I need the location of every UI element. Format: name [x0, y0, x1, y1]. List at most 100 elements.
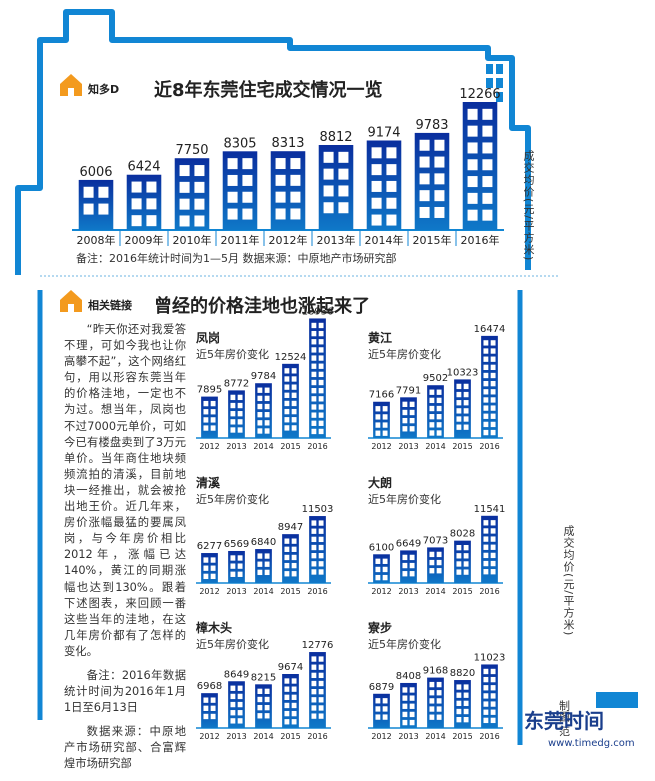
bar-window	[436, 551, 442, 558]
bar-window	[230, 685, 236, 691]
bar-window	[402, 401, 408, 408]
bar-window	[291, 678, 297, 684]
bar-window	[318, 713, 324, 719]
bar-window	[210, 697, 216, 703]
bar-window	[371, 147, 382, 159]
bar-window	[386, 197, 397, 209]
bar	[228, 681, 245, 728]
bar-window	[179, 165, 190, 177]
bar-window	[284, 719, 290, 725]
bar-window	[311, 553, 317, 559]
bar-window	[230, 693, 236, 700]
bar-window	[264, 387, 270, 393]
bar-window	[490, 701, 496, 707]
bar-window	[463, 692, 469, 698]
bar-window	[323, 185, 334, 197]
bar-group: 6006	[78, 165, 114, 230]
bar-window	[429, 690, 435, 696]
section2-title: 曾经的价格洼地也涨起来了	[154, 295, 370, 317]
bar-window	[311, 396, 317, 402]
bar-group: 6968	[197, 681, 222, 728]
bar-window	[483, 421, 489, 428]
bar-window	[311, 428, 317, 435]
tick-label: 2012	[371, 732, 391, 741]
bar-group: 9674	[278, 662, 303, 728]
bar-window	[237, 718, 243, 724]
article-text: “昨天你还对我爱答不理，可如今我也让你高攀不起”，这个网络红句，用以形容东莞当年…	[64, 322, 186, 781]
bar-window	[203, 713, 209, 720]
bar-window	[382, 406, 388, 412]
bar-group: 9168	[423, 666, 448, 728]
data-label: 8812	[319, 130, 352, 145]
chart-title: 大朗	[368, 475, 392, 490]
bar-window	[275, 158, 286, 170]
bar-window	[203, 409, 209, 415]
bar-window	[264, 420, 270, 426]
bar-window	[463, 700, 469, 707]
data-label: 6840	[251, 537, 276, 548]
bar-group: 7166	[369, 390, 394, 438]
bar-window	[490, 429, 496, 436]
bar-window	[264, 713, 270, 719]
bar-window	[482, 125, 493, 137]
bar-window	[456, 700, 462, 707]
bar-window	[210, 573, 216, 580]
section1-unit-label: 成交均价(元/平方米)	[522, 150, 535, 262]
bar-group: 6424	[126, 160, 162, 230]
bar-group: 9783	[414, 118, 450, 230]
bar-window	[210, 713, 216, 720]
bar-window	[291, 719, 297, 725]
bar-window	[483, 709, 489, 715]
data-label: 7166	[369, 390, 394, 401]
bar-window	[146, 215, 157, 227]
bar-window	[179, 198, 190, 210]
bar-window	[311, 688, 317, 695]
bar-window	[311, 520, 317, 526]
data-label: 6277	[197, 541, 222, 552]
bar-group: 6277	[197, 541, 222, 583]
bar-window	[490, 709, 496, 715]
bar-window	[456, 716, 462, 723]
bar-window	[467, 192, 478, 204]
article-source: 数据来源：中原地产市场研究部、合富辉煌市场研究部	[64, 725, 186, 771]
bar-window	[237, 693, 243, 700]
bar-window	[203, 425, 209, 431]
bar-window	[436, 397, 442, 404]
bar-window	[375, 430, 381, 436]
bar-group: 16474	[474, 324, 505, 438]
bar-window	[371, 214, 382, 226]
bar-window	[203, 573, 209, 580]
bar-window	[483, 717, 489, 724]
bar-group: 12524	[275, 352, 306, 438]
bar-window	[490, 717, 496, 724]
district-chart: 6968 2012 8649 2013 8215 2014 9674 2015 12776 201…	[196, 620, 333, 741]
bar-window	[318, 322, 324, 329]
bar-window	[409, 711, 415, 718]
data-label: 11023	[474, 652, 506, 663]
bar-window	[291, 376, 297, 382]
bar-group: 12776	[302, 640, 333, 728]
bar-window	[463, 424, 469, 430]
bar-group: 8820	[450, 668, 475, 728]
bar-window	[237, 394, 243, 401]
infographic-canvas: 知多D 近8年东莞住宅成交情况一览 相关链接 曾经的价格洼地也涨起来了 备注：2…	[15, 9, 638, 749]
bar-window	[291, 554, 297, 561]
bar-window	[318, 363, 324, 369]
bar-group: 6649	[396, 538, 421, 583]
bar-window	[483, 372, 489, 379]
chart-title: 黄江	[368, 330, 392, 345]
bar-window	[257, 561, 263, 567]
bar-window	[284, 392, 290, 398]
bar-window	[275, 208, 286, 220]
bar-window	[264, 704, 270, 711]
bar-window	[291, 392, 297, 398]
bar-window	[230, 563, 236, 569]
house-icon	[60, 290, 82, 312]
bar-group: 9174	[366, 125, 402, 230]
bar-window	[456, 569, 462, 575]
bar-group: 6569	[224, 539, 249, 583]
bar-window	[382, 698, 388, 704]
article-note: 备注：2016年数据统计时间为2016年1月1日至6月13日	[64, 668, 186, 715]
bar-window	[131, 198, 142, 210]
bar-window	[467, 142, 478, 154]
